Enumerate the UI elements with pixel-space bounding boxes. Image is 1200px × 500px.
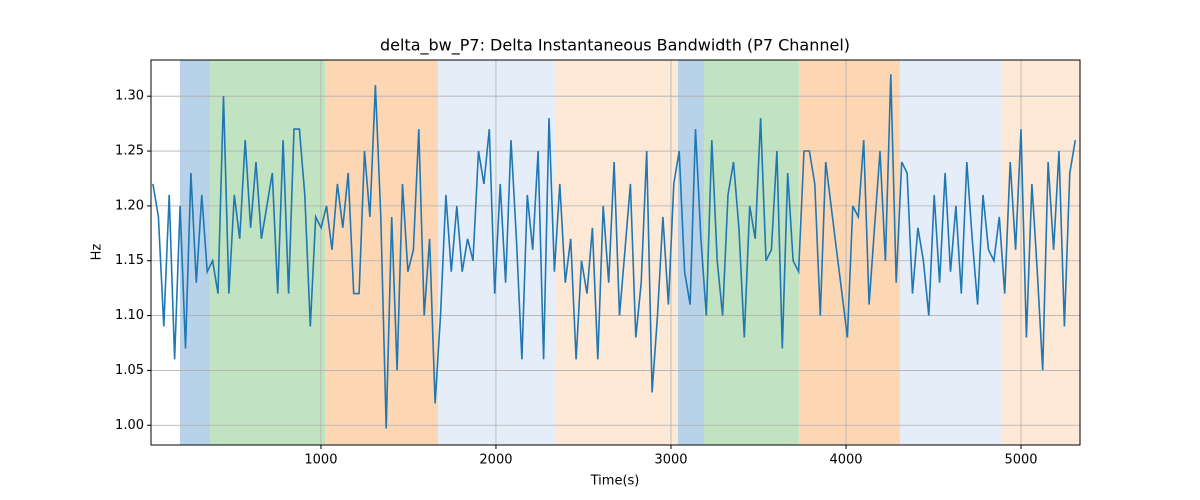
line [152, 74, 1077, 429]
x-tick-label: 4000 [829, 453, 862, 468]
x-axis-label: Time(s) [590, 474, 640, 489]
span [798, 60, 901, 445]
y-tick-label: 1.15 [115, 253, 144, 268]
y-tick-label: 1.20 [115, 198, 144, 213]
span [1001, 60, 1080, 445]
span [704, 60, 799, 445]
y-tick-label: 1.30 [115, 89, 144, 104]
x-tick-label: 1000 [304, 453, 337, 468]
x-tick-label: 2000 [479, 453, 512, 468]
y-tick-label: 1.10 [115, 308, 144, 323]
x-tick-label: 3000 [654, 453, 687, 468]
y-tick-label: 1.05 [115, 363, 144, 378]
y-tick-label: 1.00 [115, 418, 144, 433]
chart-title: delta_bw_P7: Delta Instantaneous Bandwid… [380, 36, 850, 56]
plot-frame [150, 59, 1081, 446]
span [209, 60, 325, 445]
y-axis-label: Hz [90, 244, 105, 261]
x-tick-label: 5000 [1004, 453, 1037, 468]
span [900, 60, 1002, 445]
y-tick-label: 1.25 [115, 144, 144, 159]
